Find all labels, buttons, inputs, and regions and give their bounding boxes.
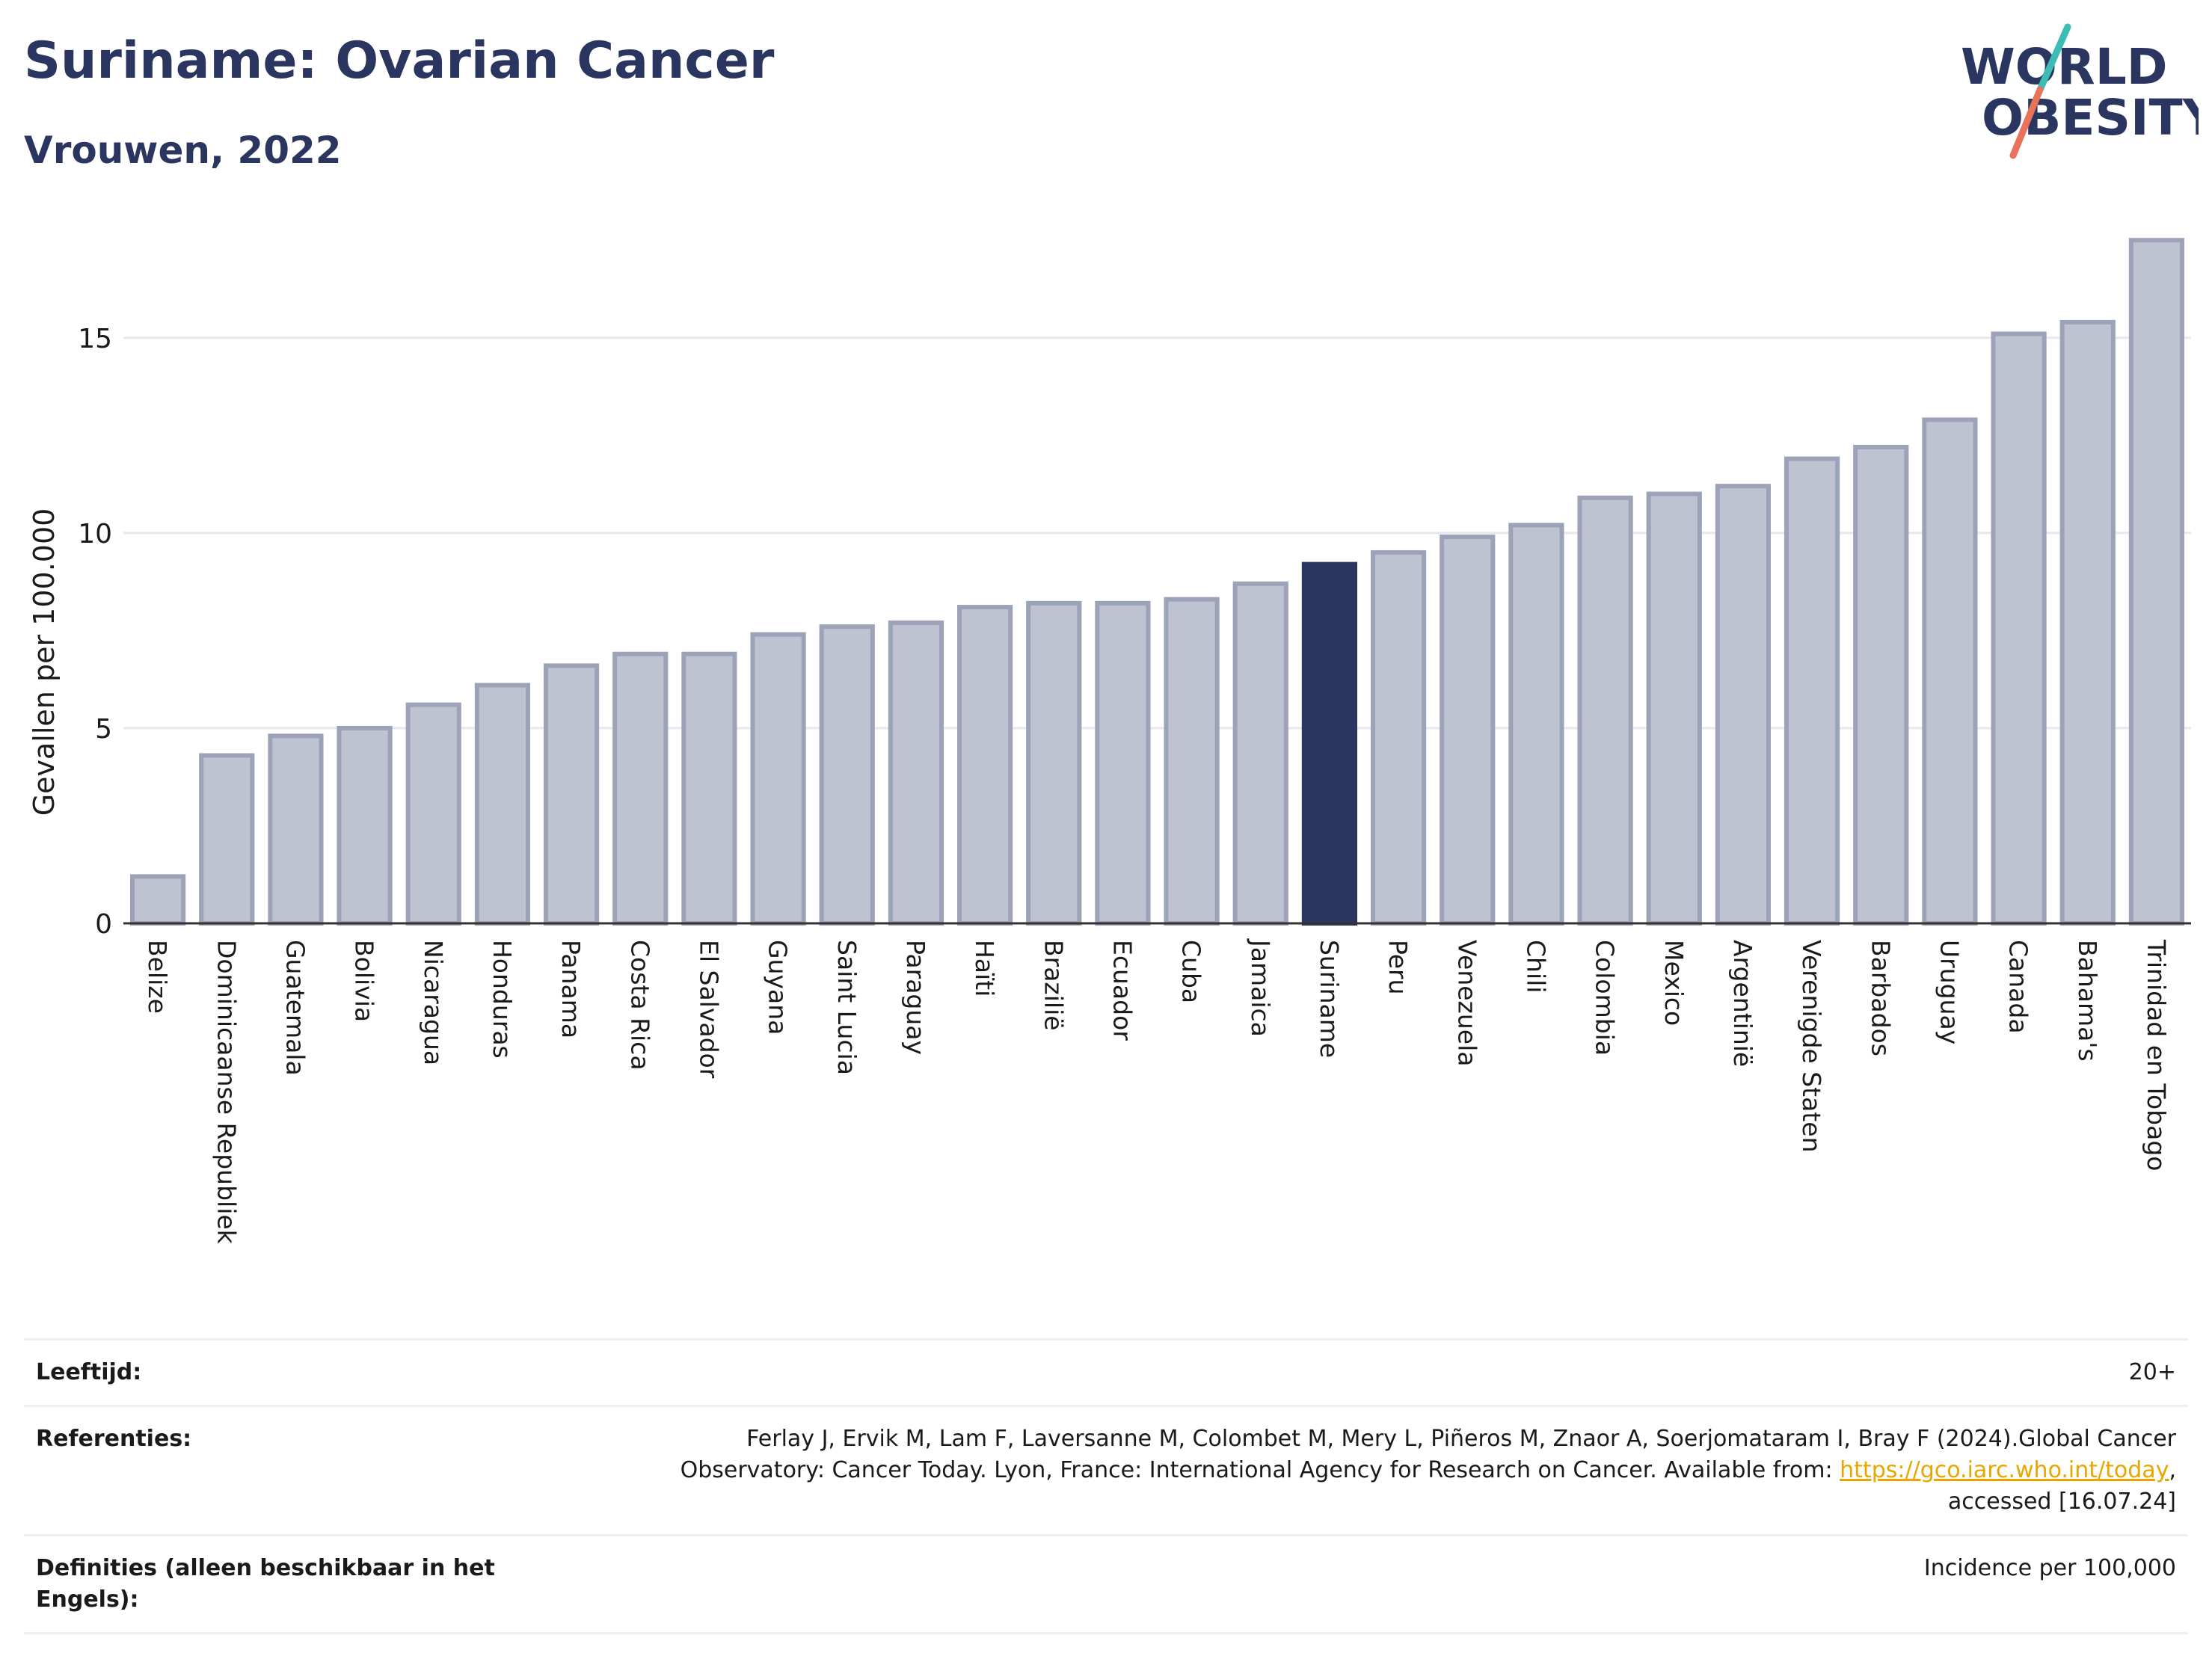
reference-link[interactable]: https://gco.iarc.who.int/today — [1840, 1457, 2169, 1483]
x-tick-label: Barbados — [1866, 940, 1895, 1056]
bar-brazili- — [1026, 600, 1082, 926]
bar-nicaragua — [405, 702, 461, 926]
reference-line2: Observatory: Cancer Today. Lyon, France:… — [680, 1457, 1840, 1483]
bar-suriname — [1301, 561, 1358, 926]
grid-lines — [123, 336, 2191, 730]
x-tick-label: Dominicaanse Republiek — [212, 940, 241, 1245]
info-row-age: Leeftijd: 20+ — [24, 1339, 2188, 1406]
bar-honduras — [474, 683, 531, 926]
logo-line1: WORLD — [1961, 38, 2168, 96]
world-obesity-logo: WORLD OBESITY — [1961, 23, 2199, 159]
x-tick-label: Bahama's — [2073, 940, 2102, 1062]
x-tick-label: El Salvador — [694, 940, 723, 1079]
x-tick-label: Ecuador — [1107, 940, 1137, 1041]
x-tick-label: Verenigde Staten — [1797, 940, 1826, 1153]
chart-title: Suriname: Ovarian Cancer — [24, 31, 775, 90]
logo-slash-top — [2036, 23, 2071, 93]
bar-jamaica — [1232, 581, 1288, 926]
bar-mexico — [1646, 491, 1702, 926]
bar-chili — [1508, 523, 1564, 926]
bar-ecuador — [1095, 600, 1151, 926]
x-tick-label: Peru — [1383, 940, 1413, 995]
x-tick-label: Panama — [556, 940, 586, 1038]
bar-dominicaanse-republiek — [199, 753, 255, 926]
x-tick-label: Costa Rica — [625, 940, 654, 1071]
x-tick-label: Colombia — [1591, 940, 1620, 1056]
bar-paraguay — [888, 620, 944, 926]
x-tick-label: Paraguay — [901, 940, 930, 1055]
bars — [129, 238, 2185, 926]
bar-barbados — [1853, 444, 1909, 926]
definitions-label: Definities (alleen beschikbaar in het En… — [36, 1555, 495, 1613]
bar-bolivia — [337, 725, 393, 926]
x-tick-label: Venezuela — [1452, 940, 1481, 1066]
bar-colombia — [1577, 495, 1633, 926]
info-row-references: Referenties: Ferlay J, Ervik M, Lam F, L… — [24, 1406, 2188, 1536]
bar-ha-ti — [956, 605, 1013, 926]
bar-trinidad-en-tobago — [2128, 238, 2185, 926]
x-tick-label: Nicaragua — [419, 940, 448, 1065]
bar-uruguay — [1922, 417, 1978, 926]
x-tick-label: Suriname — [1315, 940, 1344, 1058]
bar-guatemala — [268, 733, 324, 926]
x-tick-label: Cuba — [1177, 940, 1206, 1003]
bar-verenigde-staten — [1784, 456, 1840, 926]
info-row-definitions: Definities (alleen beschikbaar in het En… — [24, 1535, 2188, 1634]
x-tick-label: Guatemala — [280, 940, 310, 1076]
bar-peru — [1370, 550, 1427, 926]
x-tick-label: Belize — [143, 940, 172, 1014]
y-tick-labels: 0 5 10 15 — [78, 324, 112, 940]
bar-bahama-s — [2059, 319, 2116, 926]
bar-belize — [129, 874, 186, 926]
x-tick-label: Canada — [2004, 940, 2033, 1034]
x-tick-label: Bolivia — [350, 940, 379, 1022]
bar-saint-lucia — [819, 624, 875, 926]
x-tick-label: Guyana — [764, 940, 793, 1035]
references-value: Ferlay J, Ervik M, Lam F, Laversanne M, … — [571, 1406, 2188, 1536]
y-axis-label: Gevallen per 100.000 — [28, 508, 61, 816]
x-tick-label: Saint Lucia — [832, 940, 861, 1075]
bar-venezuela — [1440, 535, 1496, 926]
bar-panama — [543, 663, 600, 926]
x-tick-label: Brazilië — [1039, 940, 1068, 1031]
bar-canada — [1991, 331, 2047, 926]
x-tick-label: Mexico — [1659, 940, 1689, 1026]
chart-subtitle: Vrouwen, 2022 — [24, 129, 342, 172]
info-table: Leeftijd: 20+ Referenties: Ferlay J, Erv… — [24, 1338, 2188, 1634]
age-value: 20+ — [2128, 1359, 2176, 1385]
logo-slash-bottom — [2009, 86, 2044, 159]
bar-argentini- — [1715, 484, 1772, 926]
x-tick-labels: Belize Dominicaanse Republiek Guatemala Bol… — [143, 938, 2171, 1245]
x-tick-label: Honduras — [488, 940, 517, 1059]
bar-costa-rica — [612, 651, 669, 926]
x-tick-label: Trinidad en Tobago — [2142, 939, 2171, 1172]
definitions-value: Incidence per 100,000 — [1923, 1555, 2176, 1581]
x-tick-label: Haïti — [970, 940, 999, 997]
y-tick-label: 0 — [95, 909, 112, 940]
bar-el-salvador — [681, 651, 737, 926]
y-tick-label: 15 — [78, 324, 112, 354]
references-label: Referenties: — [36, 1426, 192, 1452]
x-tick-label: Uruguay — [1935, 940, 1964, 1044]
x-tick-label: Chili — [1521, 940, 1550, 993]
reference-line2-suffix: , — [2169, 1457, 2176, 1483]
reference-line1: Ferlay J, Ervik M, Lam F, Laversanne M, … — [746, 1426, 2176, 1452]
bar-chart: 0 5 10 15 Belize Dominicaanse Republiek Guate… — [28, 238, 2191, 1245]
age-label: Leeftijd: — [36, 1359, 142, 1385]
bar-guyana — [750, 632, 806, 926]
logo-line2: OBESITY — [1982, 89, 2199, 147]
y-tick-label: 5 — [95, 714, 112, 745]
y-tick-label: 10 — [78, 519, 112, 550]
bar-cuba — [1164, 597, 1220, 926]
x-tick-label: Argentinië — [1728, 940, 1757, 1067]
x-tick-label: Jamaica — [1246, 938, 1275, 1037]
reference-line3: accessed [16.07.24] — [1947, 1489, 2176, 1515]
